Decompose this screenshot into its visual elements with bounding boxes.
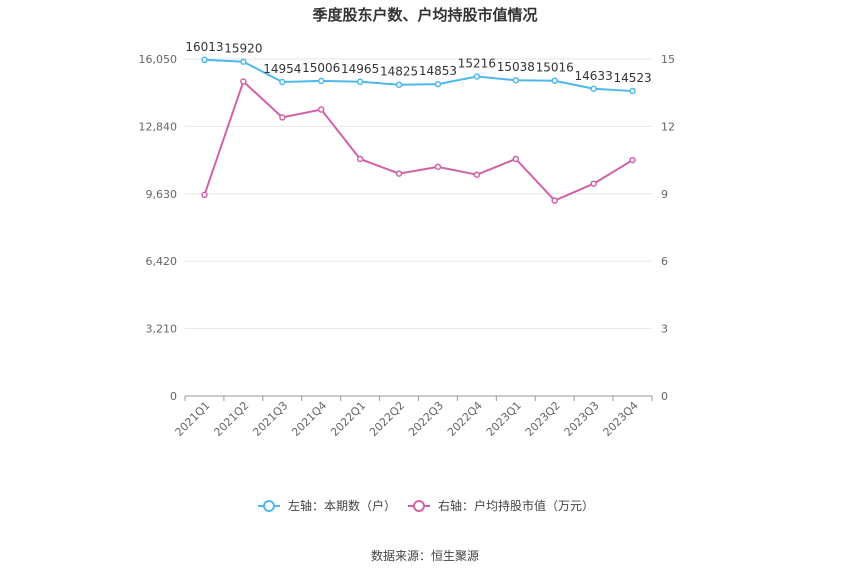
data-point-2: [240, 78, 247, 85]
right-tick-label: 9: [661, 188, 668, 201]
left-tick-label: 9,630: [146, 188, 178, 201]
source-note: 数据来源：恒生聚源: [371, 548, 479, 563]
data-point-2: [434, 163, 442, 171]
data-point-1: [240, 58, 247, 65]
data-point-1: [201, 56, 208, 64]
data-label: 14853: [419, 64, 457, 78]
data-point-1: [356, 78, 364, 86]
x-axis: 2021Q12021Q22021Q32021Q42022Q12022Q22022…: [173, 396, 653, 439]
data-label: 14633: [575, 69, 613, 83]
x-tick-label: 2021Q2: [211, 399, 251, 439]
legend-marker-2: [413, 500, 425, 512]
data-point-1: [317, 77, 325, 85]
x-tick-label: 2021Q4: [289, 399, 329, 439]
data-label: 15016: [536, 61, 574, 75]
right-tick-label: 12: [661, 120, 675, 133]
data-point-2: [629, 156, 636, 164]
x-tick-label: 2022Q4: [445, 399, 485, 439]
data-label: 15920: [224, 42, 262, 56]
left-tick-label: 12,840: [139, 120, 178, 133]
data-point-1: [473, 73, 481, 80]
legend-label-1: 左轴：本期数（户）: [288, 498, 396, 513]
legend-marker-1: [263, 500, 275, 512]
data-point-2: [512, 155, 520, 163]
left-tick-label: 6,420: [146, 255, 178, 268]
data-label: 14965: [341, 62, 379, 76]
data-point-2: [590, 180, 597, 187]
series-line-2: [203, 79, 634, 202]
x-tick-label: 2023Q4: [601, 399, 641, 439]
data-point-2: [395, 170, 403, 177]
left-axis: 0 3,210 6,420 9,630 12,840 16,050: [139, 53, 178, 403]
right-tick-label: 3: [661, 323, 668, 336]
grid: [185, 58, 652, 397]
data-point-2: [317, 106, 325, 113]
data-label: 16013: [185, 40, 223, 54]
left-tick-label: 0: [170, 390, 177, 403]
data-point-1: [512, 76, 520, 84]
x-tick-label: 2022Q3: [406, 399, 446, 439]
x-tick-label: 2022Q1: [328, 399, 368, 439]
x-tick-label: 2023Q2: [523, 399, 563, 439]
x-tick-label: 2023Q1: [484, 399, 524, 439]
data-label: 15006: [302, 61, 340, 75]
data-label: 15038: [497, 60, 535, 74]
left-tick-label: 3,210: [146, 323, 178, 336]
data-point-1: [279, 78, 286, 86]
x-tick-label: 2021Q1: [173, 399, 213, 439]
right-tick-label: 6: [661, 255, 668, 268]
data-label: 14523: [613, 71, 651, 85]
chart-title: 季度股东户数、户均持股市值情况: [312, 6, 537, 24]
right-tick-label: 0: [661, 390, 668, 403]
right-tick-label: 15: [661, 53, 675, 66]
legend-label-2: 右轴：户均持股市值（万元）: [438, 498, 594, 513]
x-tick-label: 2022Q2: [367, 399, 407, 439]
data-label: 15216: [458, 57, 496, 71]
data-point-1: [629, 87, 636, 95]
data-point-1: [551, 77, 558, 84]
data-point-1: [590, 85, 597, 93]
data-label: 14954: [263, 62, 301, 76]
data-point-1: [434, 80, 442, 88]
data-label: 14825: [380, 65, 418, 79]
data-point-2: [356, 155, 364, 163]
x-tick-label: 2023Q3: [562, 399, 602, 439]
data-point-1: [395, 81, 403, 88]
legend: 左轴：本期数（户） 右轴：户均持股市值（万元）: [258, 498, 594, 513]
x-tick-label: 2021Q3: [250, 399, 290, 439]
data-point-2: [551, 197, 558, 204]
data-point-2: [473, 171, 481, 178]
right-axis: 0 3 6 9 12 15: [661, 53, 675, 403]
data-point-2: [279, 114, 286, 121]
data-point-2: [201, 191, 208, 199]
series-line-1: [204, 58, 633, 93]
left-tick-label: 16,050: [139, 53, 178, 66]
